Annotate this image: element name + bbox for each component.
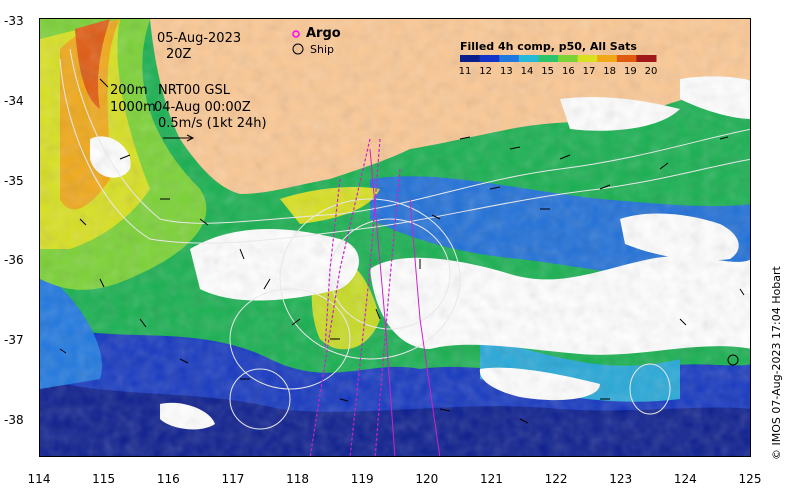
x-tick-label: 124 bbox=[673, 472, 697, 486]
colorbar-tick-label: 13 bbox=[499, 66, 513, 77]
colorbar-tick-label: 11 bbox=[458, 66, 472, 77]
colorbar-tick-label: 17 bbox=[582, 66, 596, 77]
argo-symbol bbox=[292, 30, 300, 38]
x-tick-label: 122 bbox=[544, 472, 568, 486]
x-tick-label: 115 bbox=[92, 472, 116, 486]
colorbar-tick-label: 19 bbox=[623, 66, 637, 77]
x-tick-label: 125 bbox=[738, 472, 762, 486]
x-tick-label: 120 bbox=[415, 472, 439, 486]
colorbar-segment bbox=[460, 55, 481, 62]
colorbar-tick-label: 12 bbox=[479, 66, 493, 77]
x-tick-label: 117 bbox=[221, 472, 245, 486]
x-tick-label: 114 bbox=[27, 472, 51, 486]
magenta-tracks bbox=[309, 138, 401, 456]
colorbar-title: Filled 4h comp, p50, All Sats bbox=[460, 40, 637, 53]
colorbar-segment bbox=[538, 55, 559, 62]
hour-label: 20Z bbox=[166, 47, 192, 62]
sst-map-svg bbox=[40, 19, 750, 456]
x-tick-label: 123 bbox=[609, 472, 633, 486]
bathymetry-contours bbox=[59, 48, 750, 430]
colorbar-tick-label: 14 bbox=[520, 66, 534, 77]
y-tick-label: -34 bbox=[4, 93, 24, 108]
y-tick-label: -38 bbox=[4, 413, 24, 427]
colorbar-segment bbox=[479, 55, 500, 62]
colorbar-segment bbox=[616, 55, 637, 62]
scale-arrow bbox=[163, 134, 195, 142]
sst-map: 05-Aug-2023 20Z 200m 1000m NRT00 GSL 04-… bbox=[39, 18, 751, 457]
product-time-label: 04-Aug 00:00Z bbox=[154, 100, 251, 115]
product-label: NRT00 GSL bbox=[158, 83, 230, 98]
speckle-texture bbox=[40, 19, 750, 456]
x-tick-label: 116 bbox=[156, 472, 180, 486]
y-tick-label: -33 bbox=[4, 14, 24, 28]
colorbar-segment bbox=[558, 55, 579, 62]
depth-200-label: 200m bbox=[110, 83, 148, 98]
x-tick-label: 121 bbox=[480, 472, 503, 486]
x-tick-label: 119 bbox=[350, 472, 374, 486]
y-tick-label: -37 bbox=[4, 333, 24, 348]
y-tick-label: -35 bbox=[4, 173, 24, 188]
colorbar bbox=[460, 55, 657, 62]
ship-symbol bbox=[292, 43, 304, 55]
colorbar-tick-label: 18 bbox=[603, 66, 617, 77]
colorbar-segment bbox=[518, 55, 539, 62]
y-tick-label: -36 bbox=[4, 253, 24, 268]
colorbar-segment bbox=[499, 55, 520, 62]
colorbar-tick-label: 16 bbox=[561, 66, 575, 77]
scale-label: 0.5m/s (1kt 24h) bbox=[158, 116, 267, 131]
date-label: 05-Aug-2023 bbox=[157, 31, 242, 46]
ship-marker bbox=[727, 354, 739, 366]
copyright-label: © IMOS 07-Aug-2023 17:04 Hobart bbox=[770, 266, 783, 460]
colorbar-segment bbox=[577, 55, 598, 62]
x-tick-label: 118 bbox=[286, 472, 309, 486]
colorbar-segment bbox=[597, 55, 618, 62]
ship-label: Ship bbox=[310, 43, 334, 56]
colorbar-segment bbox=[636, 55, 657, 62]
current-vectors bbox=[59, 78, 745, 424]
magenta-tracks-solid bbox=[369, 148, 441, 456]
argo-label: Argo bbox=[306, 26, 341, 41]
colorbar-tick-label: 15 bbox=[541, 66, 555, 77]
depth-1000-label: 1000m bbox=[110, 100, 156, 115]
colorbar-tick-label: 20 bbox=[644, 66, 658, 77]
